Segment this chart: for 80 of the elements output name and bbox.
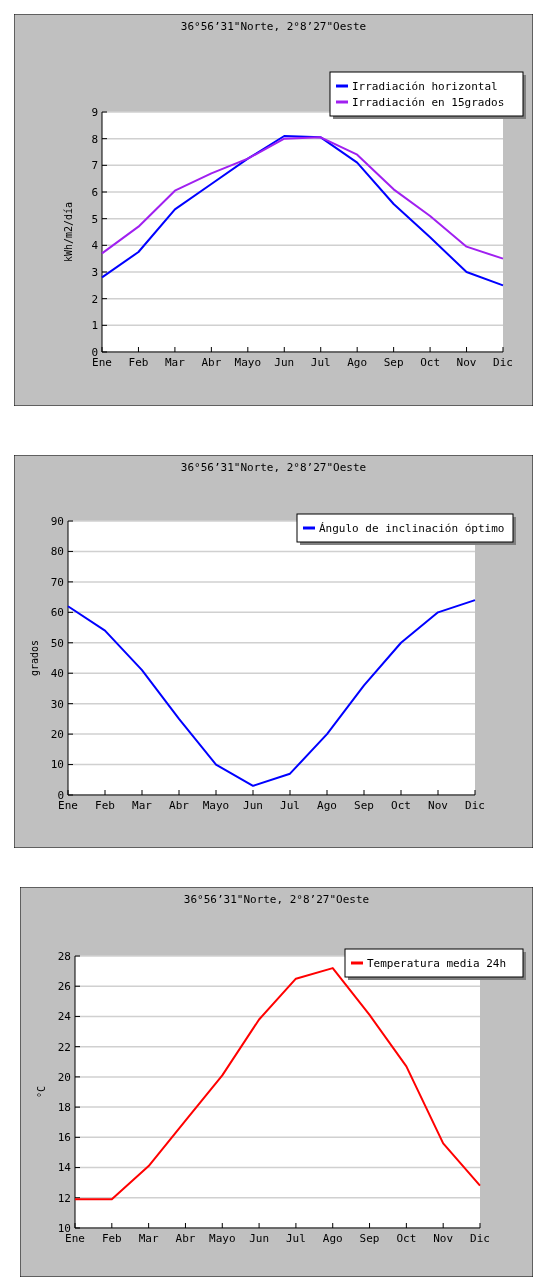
line-series <box>101 135 504 287</box>
y-tick-label: 3 <box>91 265 98 279</box>
x-tick-label: Ene <box>58 799 78 812</box>
x-tick-label: Jun <box>249 1232 270 1245</box>
x-tick-label: Abr <box>201 356 222 369</box>
x-tick-label: Nov <box>428 799 449 812</box>
y-tick-label: 26 <box>57 980 71 994</box>
y-tick-label: 50 <box>50 636 64 650</box>
y-tick-label: 30 <box>50 697 64 711</box>
y-tick-label: 80 <box>50 545 64 559</box>
x-tick-label: Jul <box>280 799 300 812</box>
legend-label: Irradiación en 15grados <box>352 95 505 109</box>
x-tick-label: Abr <box>169 799 190 812</box>
chart-title: 36°56’31"Norte, 2°8’27"Oeste <box>183 893 370 906</box>
y-tick-label: 24 <box>57 1010 72 1024</box>
y-tick-label: 8 <box>91 132 98 146</box>
y-tick-label: 4 <box>91 239 99 253</box>
y-axis-title: grados <box>29 639 40 677</box>
y-tick-label: 10 <box>50 758 64 772</box>
x-tick-label: Ago <box>317 799 337 812</box>
y-tick-label: 22 <box>57 1040 71 1054</box>
line-series <box>74 967 481 1201</box>
x-tick-label: Feb <box>101 1232 122 1245</box>
x-tick-label: Jun <box>243 799 263 812</box>
y-tick-label: 1 <box>91 319 98 333</box>
x-tick-label: Mar <box>164 356 186 369</box>
x-tick-label: Ene <box>92 356 112 369</box>
x-tick-label: Sep <box>354 799 374 812</box>
x-tick-label: Dic <box>465 799 485 812</box>
x-tick-label: Jul <box>285 1232 306 1245</box>
x-tick-label: Oct <box>391 799 411 812</box>
y-tick-label: 90 <box>50 514 64 528</box>
x-tick-label: Oct <box>420 356 441 369</box>
y-tick-label: 5 <box>91 212 98 226</box>
x-tick-label: Feb <box>95 799 115 812</box>
x-tick-label: Nov <box>433 1232 454 1245</box>
x-tick-label: Mayo <box>202 799 230 812</box>
x-tick-label: Nov <box>456 356 477 369</box>
y-tick-label: 2 <box>91 292 98 306</box>
y-axis-title: kWh/m2/día <box>63 201 74 263</box>
x-tick-label: Mar <box>138 1232 159 1245</box>
y-tick-label: 0 <box>57 788 64 802</box>
x-tick-label: Dic <box>493 356 513 369</box>
x-tick-label: Mayo <box>209 1232 236 1245</box>
chart-title: 36°56’31"Norte, 2°8’27"Oeste <box>180 461 367 474</box>
x-tick-label: Dic <box>470 1232 490 1245</box>
y-axis-title: °C <box>36 1085 47 1099</box>
y-tick-label: 20 <box>50 727 64 741</box>
y-tick-label: 16 <box>57 1131 71 1145</box>
x-tick-label: Ago <box>322 1232 343 1245</box>
x-tick-label: Sep <box>359 1232 380 1245</box>
y-tick-label: 40 <box>50 667 64 681</box>
line-series <box>101 136 504 260</box>
y-tick-label: 70 <box>50 575 64 589</box>
x-tick-label: Sep <box>383 356 404 369</box>
legend-label: Irradiación horizontal <box>352 79 498 93</box>
y-tick-label: 10 <box>57 1221 71 1235</box>
line-series <box>67 599 476 787</box>
y-tick-label: 14 <box>57 1161 72 1175</box>
legend-label: Ángulo de inclinación óptimo <box>319 521 505 535</box>
y-tick-label: 60 <box>50 606 64 620</box>
legend-label: Temperatura media 24h <box>367 956 507 970</box>
x-tick-label: Ene <box>65 1232 85 1245</box>
y-tick-label: 28 <box>57 949 71 963</box>
y-tick-label: 9 <box>91 105 98 119</box>
y-tick-label: 20 <box>57 1070 71 1084</box>
chart-title: 36°56’31"Norte, 2°8’27"Oeste <box>180 20 367 33</box>
y-tick-label: 18 <box>57 1100 71 1114</box>
y-tick-label: 7 <box>91 159 98 173</box>
y-tick-label: 6 <box>91 185 98 199</box>
x-tick-label: Mayo <box>234 356 262 369</box>
x-tick-label: Oct <box>396 1232 417 1245</box>
x-tick-label: Feb <box>128 356 149 369</box>
x-tick-label: Jun <box>274 356 295 369</box>
y-tick-label: 0 <box>91 345 98 359</box>
x-tick-label: Mar <box>132 799 153 812</box>
x-tick-label: Ago <box>347 356 368 369</box>
y-tick-label: 12 <box>57 1191 71 1205</box>
x-tick-label: Jul <box>310 356 331 369</box>
x-tick-label: Abr <box>175 1232 196 1245</box>
